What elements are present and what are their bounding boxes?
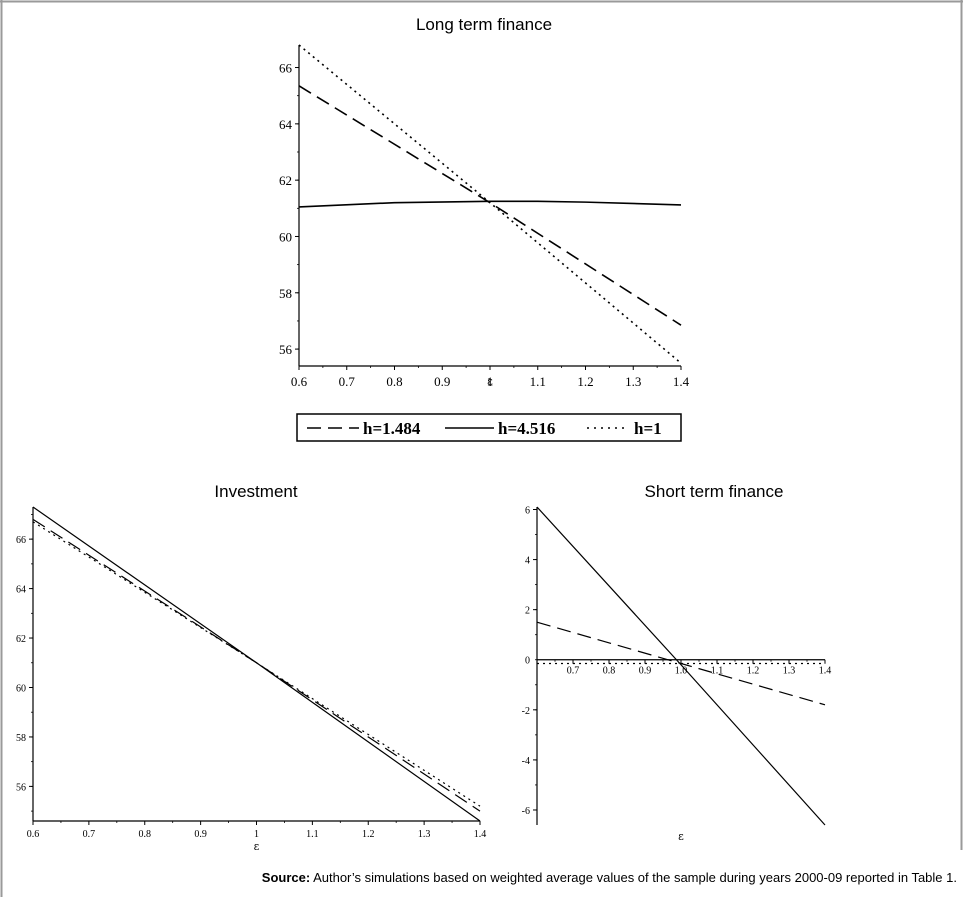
- source-note-text: Author’s simulations based on weighted a…: [310, 870, 957, 885]
- x-axis-label: ε: [487, 375, 493, 388]
- x-tick-label: 0.8: [603, 666, 616, 677]
- x-tick-label: 1.4: [474, 829, 487, 840]
- series-line-dotted: [298, 44, 682, 364]
- y-tick-label: 6: [525, 506, 530, 517]
- y-tick-label: 60: [16, 683, 26, 694]
- y-tick-label: 62: [16, 634, 26, 645]
- x-tick-label: 1.4: [673, 374, 690, 389]
- series-line-dotted: [32, 521, 481, 807]
- chart-title-long-term: Long term finance: [416, 15, 552, 34]
- x-tick-label: 1.1: [711, 666, 724, 677]
- y-tick-label: 4: [525, 556, 530, 567]
- chart-short-term: 0.7 0.8 0.9 1.0 1.1 1.2 1.3 1.4 -6 -4 -2 2 4 6 0 ε: [522, 506, 832, 843]
- x-tick-label: 0.7: [567, 666, 580, 677]
- chart-long-term: 0.6 0.7 0.8 0.9 1 1.1 1.2 1.3 1.4 56 58 60 62 64 66 ε: [279, 44, 690, 389]
- x-tick-label: 1.0: [675, 666, 688, 677]
- x-tick-label: 1.2: [362, 829, 375, 840]
- chart-investment: 0.6 0.7 0.8 0.9 1 1.1 1.2 1.3 1.4 56 58 60 62 64 66 ε: [16, 506, 487, 853]
- y-tick-label: 60: [279, 229, 292, 244]
- y-tick-label: 2: [525, 606, 530, 617]
- x-tick-label: 0.8: [386, 374, 402, 389]
- y-tick-label: 58: [279, 286, 292, 301]
- y-tick-label-zero: 0: [525, 656, 530, 667]
- x-tick-label: 0.6: [291, 374, 308, 389]
- series-line-dashed: [32, 518, 481, 812]
- x-tick-label: 0.6: [27, 829, 40, 840]
- series-line-dashed: [298, 85, 682, 326]
- series-line-solid: [536, 506, 826, 826]
- x-tick-label: 1: [254, 829, 259, 840]
- x-tick-label: 0.7: [83, 829, 96, 840]
- x-tick-label: 1.3: [418, 829, 431, 840]
- x-tick-label: 1.2: [747, 666, 760, 677]
- y-tick-label: 66: [279, 61, 293, 76]
- x-axis-label: ε: [254, 840, 260, 853]
- legend: h=1.484 h=4.516 h=1: [296, 413, 682, 442]
- x-tick-label: 1.2: [577, 374, 593, 389]
- legend-label-3: h=1: [634, 419, 662, 438]
- x-tick-label: 1.4: [819, 666, 832, 677]
- y-tick-label: 66: [16, 535, 26, 546]
- x-tick-label: 0.7: [339, 374, 356, 389]
- x-tick-label: 1.1: [530, 374, 546, 389]
- chart-title-short-term: Short term finance: [645, 482, 784, 501]
- source-note: Source: Author’s simulations based on we…: [262, 870, 957, 885]
- x-tick-label: 1.3: [625, 374, 641, 389]
- y-tick-label: 56: [279, 342, 293, 357]
- x-tick-label: 1: [487, 374, 494, 389]
- chart-title-investment: Investment: [214, 482, 297, 501]
- x-tick-label: 1.3: [783, 666, 796, 677]
- y-tick-label: 64: [16, 585, 26, 596]
- legend-label-2: h=4.516: [498, 419, 555, 438]
- y-tick-label: -6: [522, 806, 530, 817]
- legend-label-1: h=1.484: [363, 419, 421, 438]
- x-tick-label: 0.8: [139, 829, 152, 840]
- x-axis-label: ε: [678, 830, 684, 843]
- series-line-solid: [32, 506, 481, 822]
- y-tick-label: 64: [279, 117, 293, 132]
- series-line-solid: [298, 200, 682, 208]
- x-tick-label: 0.9: [434, 374, 450, 389]
- x-tick-label: 0.9: [194, 829, 207, 840]
- y-tick-label: -4: [522, 756, 530, 767]
- x-tick-label: 0.9: [639, 666, 652, 677]
- y-tick-label: 58: [16, 733, 26, 744]
- y-tick-label: -2: [522, 706, 530, 717]
- y-tick-label: 56: [16, 782, 26, 793]
- y-tick-label: 62: [279, 173, 292, 188]
- x-tick-label: 1.1: [306, 829, 319, 840]
- source-note-label: Source:: [262, 870, 310, 885]
